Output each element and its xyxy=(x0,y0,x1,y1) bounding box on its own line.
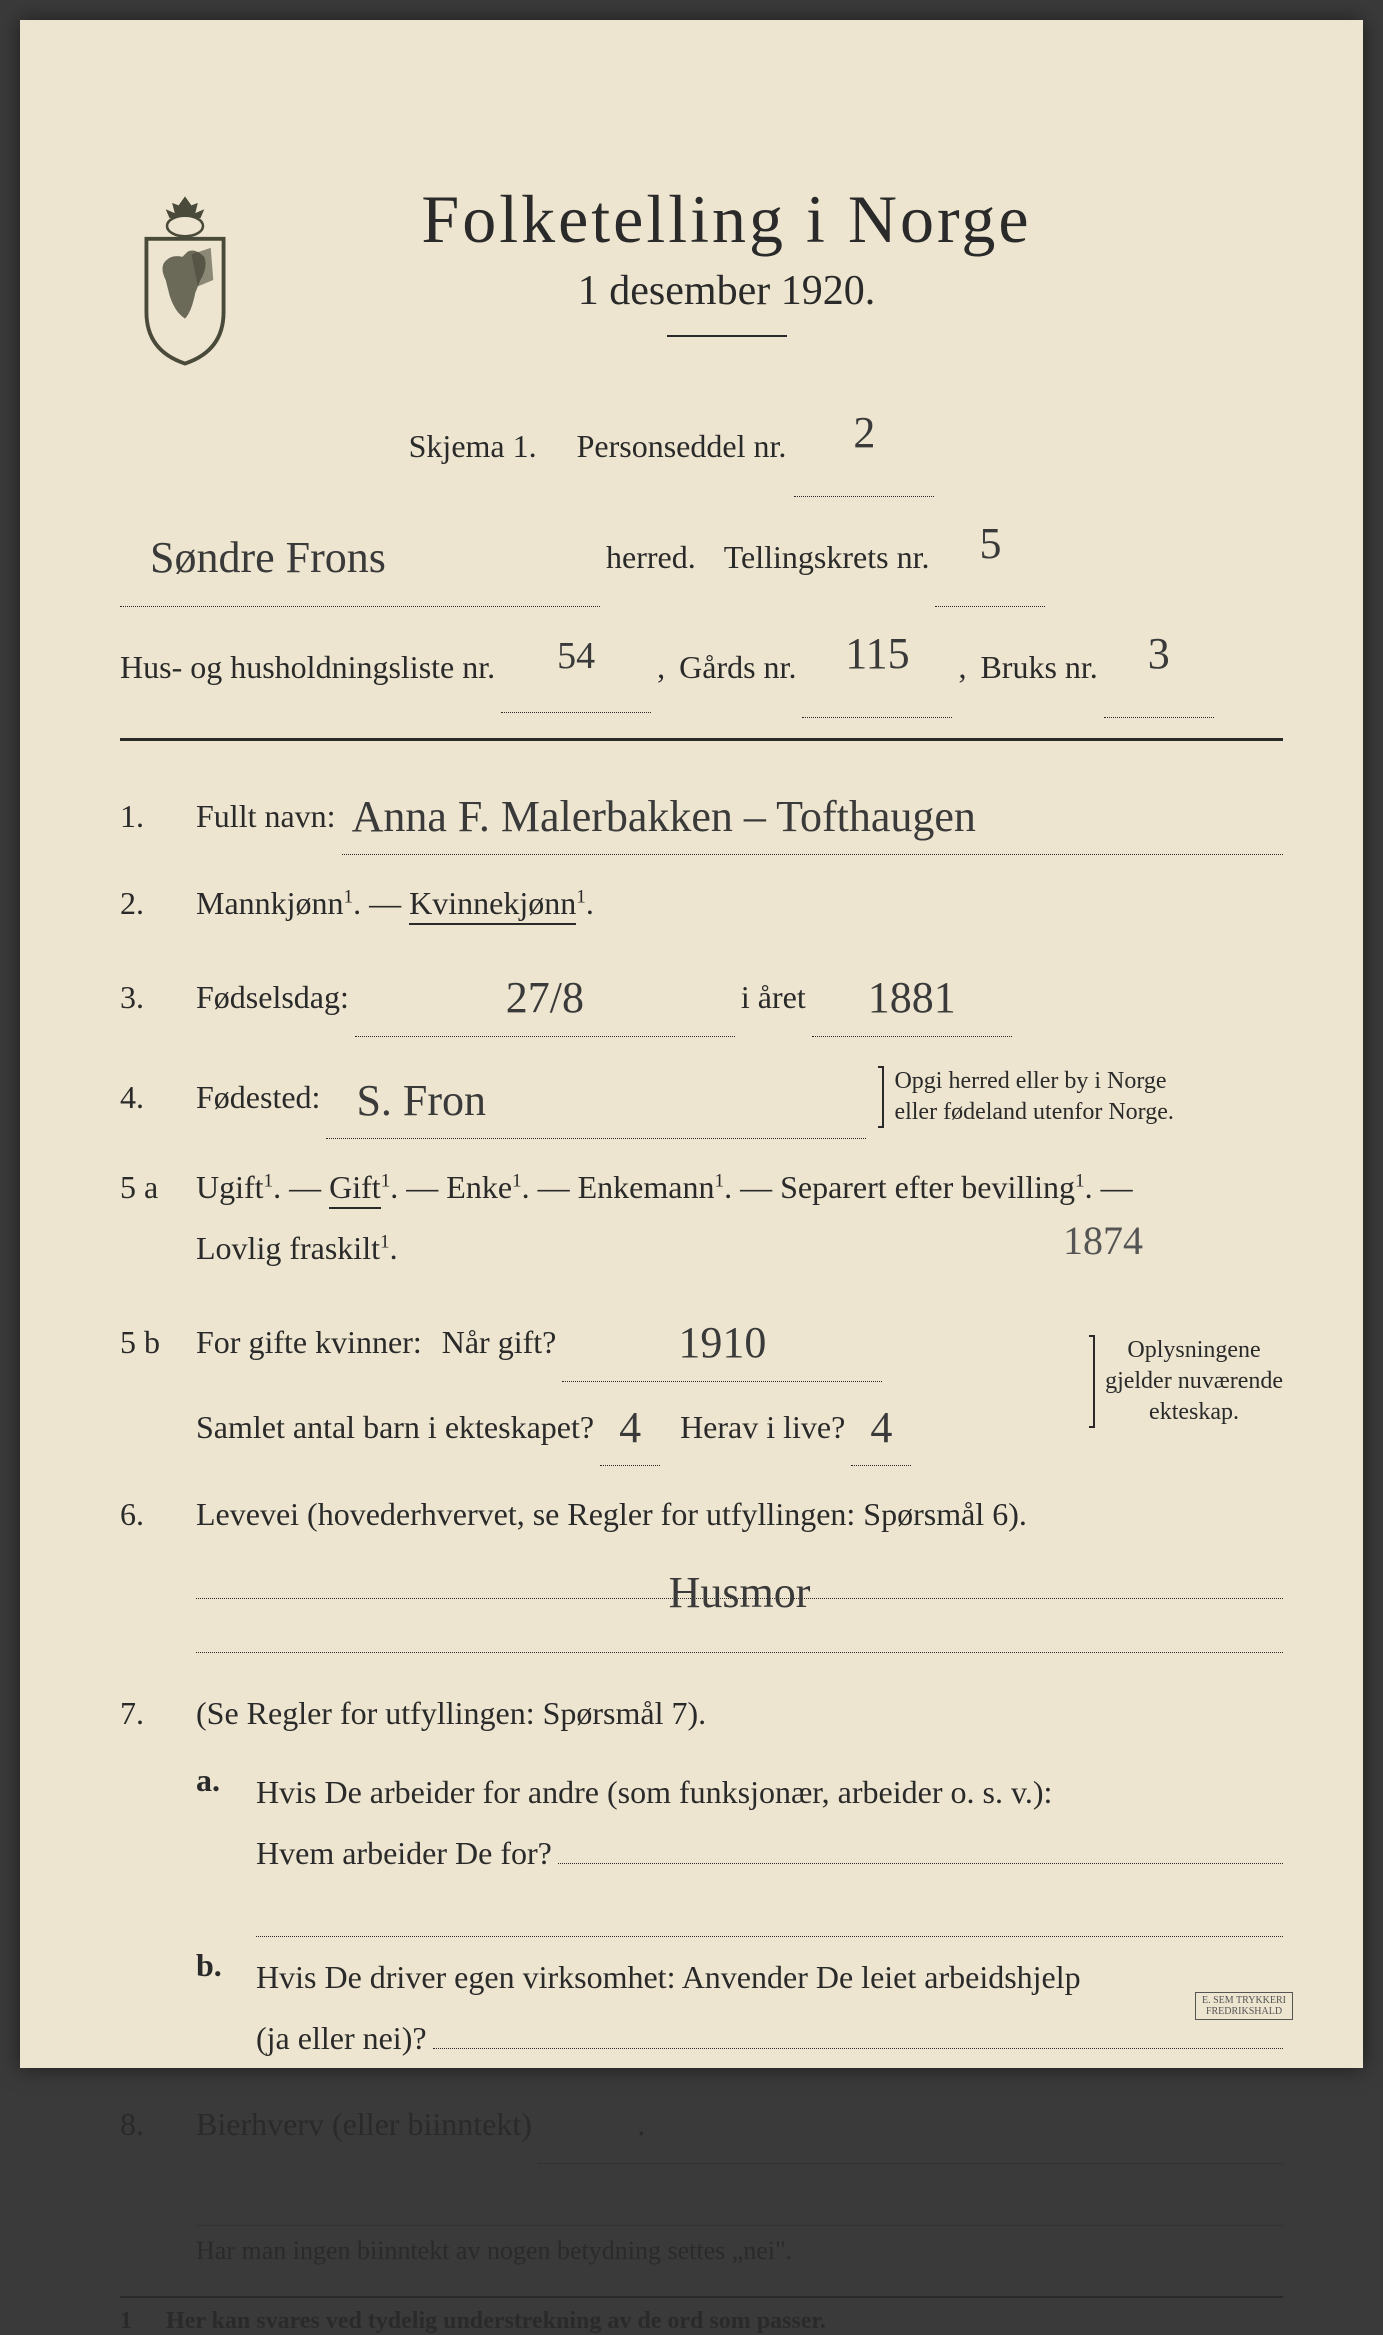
q4: 4. Fødested: S. Fron Opgi herred eller b… xyxy=(120,1055,1283,1140)
q5a: 5 a Ugift1. — Gift1. — Enke1. — Enkemann… xyxy=(120,1157,1283,1279)
q8-value: Nei . xyxy=(538,2079,1283,2164)
q7b-value xyxy=(433,2048,1283,2049)
q7b-letter: b. xyxy=(196,1947,236,2069)
q6-num: 6. xyxy=(120,1496,176,1533)
q8: 8. Bierhverv (eller biinntekt) Nei . xyxy=(120,2079,1283,2164)
q8-label: Bierhverv (eller biinntekt) xyxy=(196,2094,532,2155)
q7b: b. Hvis De driver egen virksomhet: Anven… xyxy=(196,1947,1283,2069)
q6-label: Levevei (hovederhvervet, se Regler for u… xyxy=(196,1496,1027,1532)
q5b-live-label: Herav i live? xyxy=(680,1397,845,1458)
q8-blank xyxy=(196,2182,1283,2226)
q5b-barn-value: 4 xyxy=(600,1382,660,1467)
herred-value: Søndre Frons xyxy=(120,501,600,608)
footnote: 1 Her kan svares ved tydelig understrekn… xyxy=(120,2308,1283,2335)
q5b-note: Oplysningene gjelder nuværende ekteskap. xyxy=(1093,1335,1283,1429)
q2-num: 2. xyxy=(120,885,176,922)
q3: 3. Fødselsdag: 27/8 i året 1881 xyxy=(120,952,1283,1037)
q2: 2. Mannkjønn1. — Kvinnekjønn1. xyxy=(120,873,1283,934)
q5b-live-value: 4 xyxy=(851,1382,911,1467)
q7a: a. Hvis De arbeider for andre (som funks… xyxy=(196,1762,1283,1938)
q5a-ugift: Ugift xyxy=(196,1169,264,1205)
q3-label: Fødselsdag: xyxy=(196,967,349,1028)
q3-day: 27/8 xyxy=(355,952,735,1037)
q7a-letter: a. xyxy=(196,1762,236,1938)
q5b-barn-label: Samlet antal barn i ekteskapet? xyxy=(196,1397,594,1458)
subtitle: 1 desember 1920. xyxy=(290,267,1163,315)
q5a-enkemann: Enkemann xyxy=(578,1169,715,1205)
q5a-gift: Gift xyxy=(329,1169,381,1209)
personseddel-value: 2 xyxy=(794,390,934,497)
q1-label: Fullt navn: xyxy=(196,786,336,847)
q5a-annotation: 1874 xyxy=(1063,1217,1143,1264)
q8-num: 8. xyxy=(120,2106,176,2143)
q5a-fraskilt: Lovlig fraskilt xyxy=(196,1230,380,1266)
divider-main xyxy=(120,738,1283,741)
q7a-q: Hvem arbeider De for? xyxy=(256,1823,552,1884)
q7a-value xyxy=(558,1863,1283,1864)
skjema-line: Skjema 1. Personseddel nr. 2 xyxy=(120,390,1283,497)
q4-note: Opgi herred eller by i Norge eller fødel… xyxy=(882,1066,1173,1128)
printer-stamp: E. SEM TRYKKERI FREDRIKSHALD xyxy=(1195,1992,1293,2020)
q1-num: 1. xyxy=(120,798,176,835)
title-rule xyxy=(667,335,787,337)
q7a-blank xyxy=(256,1893,1283,1937)
q7b-q: (ja eller nei)? xyxy=(256,2008,427,2069)
header: Folketelling i Norge 1 desember 1920. xyxy=(120,180,1283,370)
bruks-label: Bruks nr. xyxy=(980,629,1097,706)
q5a-enke: Enke xyxy=(446,1169,512,1205)
q7b-label: Hvis De driver egen virksomhet: Anvender… xyxy=(256,1959,1081,1995)
coat-of-arms-icon xyxy=(120,190,250,370)
q5b-label: For gifte kvinner: xyxy=(196,1312,422,1373)
q7-label: (Se Regler for utfyllingen: Spørsmål 7). xyxy=(196,1695,706,1731)
q6-value-line: Husmor xyxy=(196,1555,1283,1599)
tellingskrets-value: 5 xyxy=(935,501,1045,608)
skjema-label: Skjema 1. xyxy=(409,428,537,464)
q5a-separert: Separert efter bevilling xyxy=(780,1169,1075,1205)
footnote-num: 1 xyxy=(120,2308,160,2335)
title-block: Folketelling i Norge 1 desember 1920. xyxy=(290,180,1283,337)
q3-num: 3. xyxy=(120,979,176,1016)
q1-value: Anna F. Malerbakken – Tofthaugen xyxy=(342,771,1283,856)
q3-year: 1881 xyxy=(812,952,1012,1037)
bruks-value: 3 xyxy=(1104,611,1214,718)
q7a-label: Hvis De arbeider for andre (som funksjon… xyxy=(256,1774,1052,1810)
herred-line: Søndre Frons herred. Tellingskrets nr. 5 xyxy=(120,501,1283,608)
q5a-num: 5 a xyxy=(120,1169,176,1206)
gards-value: 115 xyxy=(802,611,952,718)
gards-label: Gårds nr. xyxy=(679,629,796,706)
hus-value: 54 xyxy=(501,621,651,713)
herred-label: herred. xyxy=(606,519,696,596)
hus-label: Hus- og husholdningsliste nr. xyxy=(120,629,495,706)
q4-num: 4. xyxy=(120,1079,176,1116)
q8-note: Har man ingen biinntekt av nogen betydni… xyxy=(196,2236,1283,2266)
q5b-gift-label: Når gift? xyxy=(442,1312,557,1373)
q7-num: 7. xyxy=(120,1695,176,1732)
tellingskrets-label: Tellingskrets nr. xyxy=(724,519,930,596)
q2-mann: Mannkjønn xyxy=(196,885,344,921)
census-form-page: Folketelling i Norge 1 desember 1920. Sk… xyxy=(20,20,1363,2068)
q4-label: Fødested: xyxy=(196,1067,320,1128)
q1: 1. Fullt navn: Anna F. Malerbakken – Tof… xyxy=(120,771,1283,856)
main-title: Folketelling i Norge xyxy=(290,180,1163,259)
q3-year-label: i året xyxy=(741,967,806,1028)
hus-line: Hus- og husholdningsliste nr. 54 , Gårds… xyxy=(120,611,1283,718)
personseddel-label: Personseddel nr. xyxy=(577,428,787,464)
q7: 7. (Se Regler for utfyllingen: Spørsmål … xyxy=(120,1683,1283,1744)
q2-kvinne: Kvinnekjønn xyxy=(409,885,576,925)
q4-value: S. Fron xyxy=(326,1055,866,1140)
q6: 6. Levevei (hovederhvervet, se Regler fo… xyxy=(120,1484,1283,1653)
q5b-num: 5 b xyxy=(120,1324,176,1361)
footnote-rule xyxy=(120,2296,1283,2298)
q5b-gift-value: 1910 xyxy=(562,1297,882,1382)
footnote-text: Her kan svares ved tydelig understreknin… xyxy=(166,2308,826,2334)
q5b: 5 b For gifte kvinner: Når gift? 1910 Sa… xyxy=(120,1297,1283,1466)
